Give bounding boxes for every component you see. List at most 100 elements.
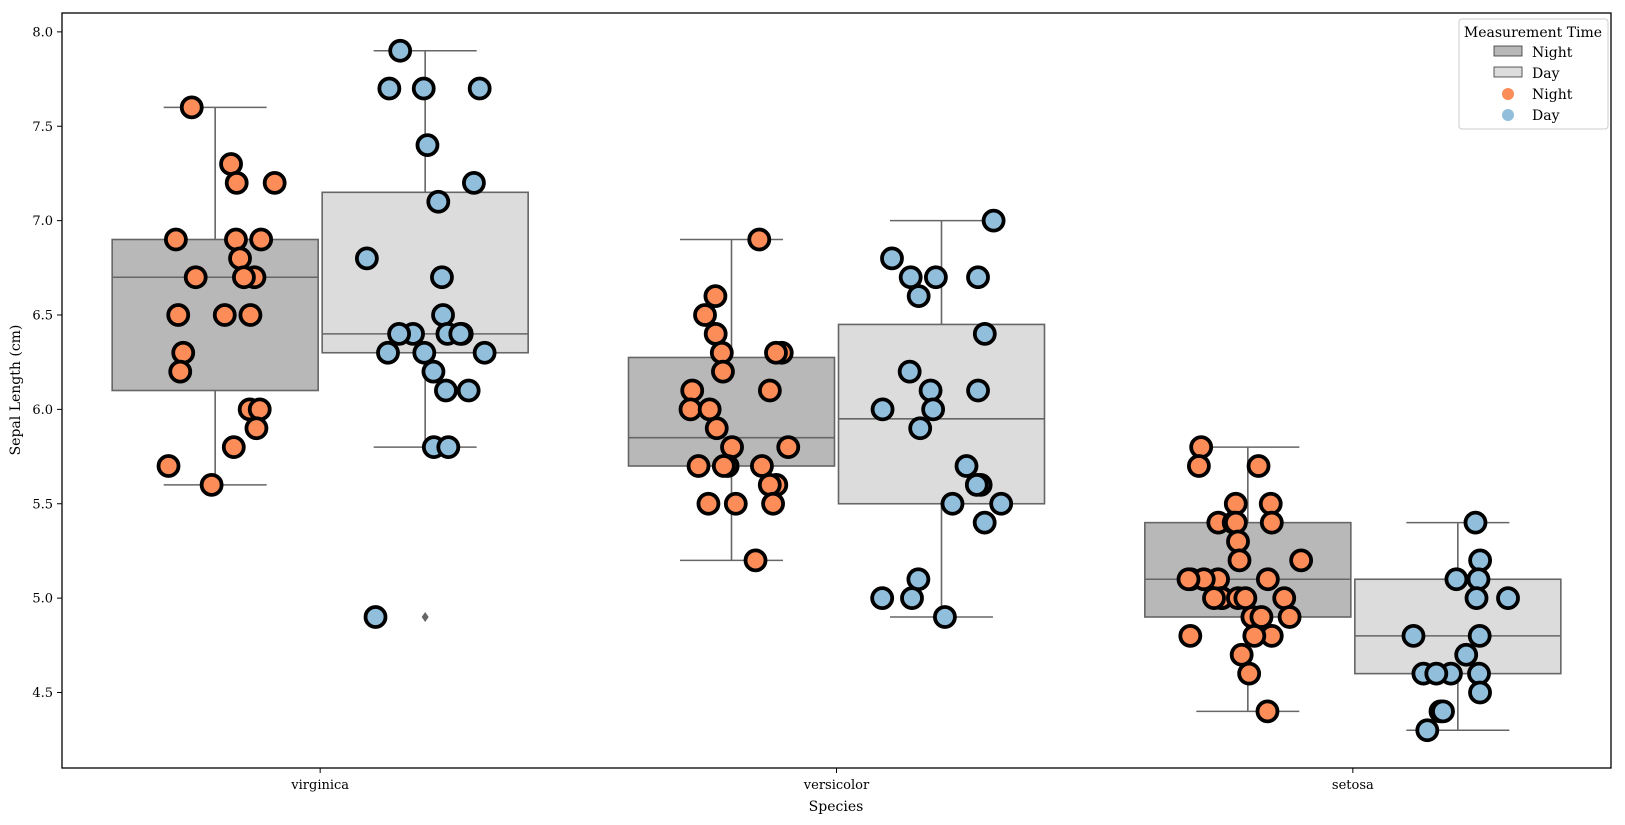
point-night [166,303,191,327]
point-night [247,397,272,422]
point-day [966,265,990,290]
point-day [1466,567,1491,592]
point-night [1246,454,1271,478]
point-night [1255,699,1280,724]
point-night [680,378,705,403]
point-night [764,340,788,365]
point-night [678,397,703,422]
axes-layer: 4.5 5.0 5.5 6.0 6.5 7.0 7.5 8.0 virginica versico… [32,25,1374,793]
point-night [179,95,204,120]
point-day [940,491,965,516]
point-day [456,378,481,403]
point-day [354,246,379,271]
point-day [434,378,458,403]
point-day [436,435,461,460]
point-night [703,321,728,346]
boxes-layer [111,49,1562,732]
point-day [897,359,922,384]
point-night [1242,623,1267,648]
point-day [870,397,895,422]
point-day [923,265,948,290]
point-day [918,378,943,403]
point-night [168,359,193,384]
point-day [462,170,486,195]
point-night [212,303,237,327]
point-day [472,340,497,365]
point-day [431,303,455,327]
point-day [898,265,923,290]
point-day [1463,510,1488,535]
point-night [1178,623,1203,648]
point-day [430,265,454,290]
legend-label-night-point: Night [1532,87,1573,103]
point-night [224,170,249,195]
point-day [989,491,1014,516]
point-day [1464,586,1489,611]
point-night [711,454,736,478]
point-night [1176,567,1201,592]
point-day [908,416,933,441]
point-night [262,170,287,195]
point-day [972,321,997,346]
point-day [870,586,895,611]
point-night [757,378,782,403]
point-night [704,416,729,441]
y-tick-label: 7.0 [32,214,53,229]
point-day [1468,548,1493,573]
point-night [1189,435,1214,460]
point-night [183,265,208,290]
point-day [964,472,989,497]
point-night [1258,491,1283,516]
point-day [921,397,946,422]
y-tick-label: 7.5 [32,120,53,135]
point-day [377,76,402,101]
point-night [231,265,256,290]
point-day [387,321,411,346]
point-night [747,227,772,252]
legend-swatch-night-box [1493,45,1523,57]
point-day [467,76,492,101]
point-day [1431,699,1455,724]
outlier-marker-day [421,612,429,622]
point-night [743,548,768,573]
point-night [249,227,274,252]
point-day [1467,661,1491,686]
point-day [1444,567,1469,592]
point-day [1424,661,1449,686]
point-night [1202,586,1226,611]
point-night [757,472,782,497]
point-night [244,416,269,441]
x-tick-label: virginica [290,778,349,793]
point-night [703,284,728,309]
point-day [1454,642,1479,667]
point-day [972,510,997,535]
y-tick-label: 8.0 [32,25,53,40]
legend-label-day-point: Day [1532,108,1560,124]
legend-label-day-box: Day [1532,66,1560,82]
point-day [411,76,436,101]
point-night [171,340,196,365]
y-tick-label: 5.0 [32,592,53,607]
y-tick-label: 4.5 [32,686,53,701]
point-day [1496,586,1520,611]
point-night [163,227,188,252]
point-day [906,284,931,309]
y-axis-title: Sepal Length (cm) [8,325,24,456]
point-night [693,303,717,327]
point-night [686,454,711,478]
point-day [426,189,451,214]
legend-marker-night-point [1502,88,1514,100]
point-day [1415,718,1440,743]
point-night [1272,586,1297,611]
point-night [1289,548,1314,573]
legend-swatch-day-box [1493,66,1523,78]
point-night [1227,548,1252,573]
point-day [388,38,413,63]
point-night [219,152,243,176]
point-night [224,227,248,252]
point-day [880,246,904,271]
point-night [1223,510,1248,535]
legend-label-night-box: Night [1532,45,1573,61]
legend: Measurement Time Night Day Night Day [1458,18,1609,130]
